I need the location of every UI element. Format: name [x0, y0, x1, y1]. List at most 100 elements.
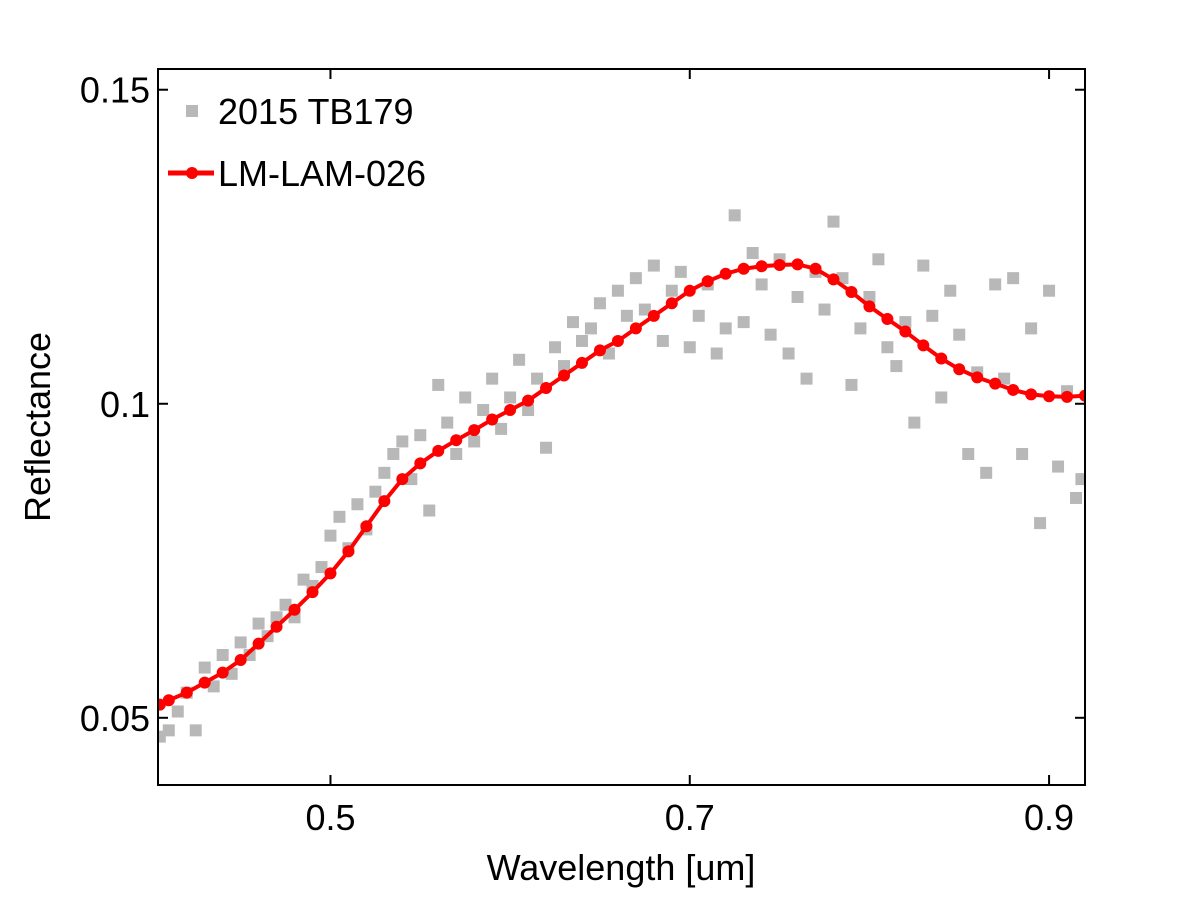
data-point — [531, 372, 544, 385]
line-marker — [522, 394, 535, 407]
line-marker — [432, 444, 445, 457]
data-point — [387, 448, 400, 461]
line-marker — [593, 344, 606, 357]
line-marker — [162, 694, 175, 707]
data-point — [845, 378, 858, 391]
line-marker — [198, 676, 211, 689]
line-marker — [324, 567, 337, 580]
data-point — [414, 429, 427, 442]
line-marker — [378, 495, 391, 508]
data-point — [791, 290, 804, 303]
data-point — [737, 316, 750, 329]
data-point — [270, 611, 283, 624]
x-tick-label: 0.9 — [1024, 797, 1074, 838]
data-point — [962, 448, 975, 461]
data-point — [468, 435, 481, 448]
x-tick-label: 0.5 — [305, 797, 355, 838]
data-point — [908, 416, 921, 429]
data-point — [477, 404, 490, 417]
line-marker — [611, 334, 624, 347]
data-point — [522, 404, 535, 417]
line-marker — [773, 258, 786, 271]
data-point — [540, 441, 553, 454]
line-marker — [953, 363, 966, 376]
line-marker — [575, 356, 588, 369]
data-point — [647, 259, 660, 272]
data-point — [764, 328, 777, 341]
data-point — [432, 378, 445, 391]
data-point — [719, 322, 732, 335]
data-point — [800, 372, 813, 385]
data-point — [216, 648, 229, 661]
data-point — [890, 360, 903, 373]
data-point — [513, 353, 526, 366]
line-marker — [1061, 390, 1074, 403]
plot-frame — [157, 68, 1086, 786]
data-point — [899, 316, 912, 329]
line-marker — [270, 620, 283, 633]
line-marker — [971, 371, 984, 384]
line-marker — [917, 339, 930, 352]
data-point — [378, 466, 391, 479]
data-point — [629, 272, 642, 285]
line-marker — [504, 404, 517, 417]
line-marker — [486, 413, 499, 426]
data-point — [162, 724, 175, 737]
data-point — [656, 334, 669, 347]
y-tick-label: 0.15 — [80, 70, 150, 111]
line-marker — [845, 285, 858, 298]
line-marker — [396, 473, 409, 486]
line-marker — [647, 309, 660, 322]
plot-area — [158, 209, 1085, 743]
data-point — [459, 391, 472, 404]
data-point — [872, 253, 885, 266]
y-axis-label: Reflectance — [17, 332, 58, 522]
data-point — [504, 391, 517, 404]
line-marker — [360, 520, 373, 533]
data-line — [158, 262, 1085, 707]
data-point — [728, 209, 741, 222]
line-marker — [342, 545, 355, 558]
data-point — [710, 347, 723, 360]
line-marker — [252, 637, 265, 650]
line-marker — [827, 273, 840, 286]
data-point — [584, 322, 597, 335]
line-marker — [216, 666, 229, 679]
data-point — [755, 278, 768, 291]
line-marker — [863, 300, 876, 313]
data-point — [854, 322, 867, 335]
line-marker — [180, 686, 193, 699]
data-point — [926, 309, 939, 322]
data-point — [881, 341, 894, 354]
data-point — [423, 504, 436, 517]
data-point — [450, 448, 463, 461]
data-point — [396, 435, 409, 448]
data-point — [198, 661, 211, 674]
line-marker — [737, 262, 750, 275]
data-point — [324, 529, 337, 542]
data-point — [989, 278, 1002, 291]
data-point — [549, 341, 562, 354]
legend-marker — [186, 105, 198, 117]
y-tick-label: 0.1 — [100, 384, 150, 425]
line-marker — [1025, 388, 1038, 401]
data-point — [665, 284, 678, 297]
data-point — [234, 636, 247, 649]
data-point — [620, 309, 633, 322]
line-marker — [288, 603, 301, 616]
data-point — [593, 297, 606, 310]
line-marker — [719, 267, 732, 280]
y-tick-label: 0.05 — [80, 698, 150, 739]
data-point — [782, 347, 795, 360]
line-marker — [881, 312, 894, 325]
data-point — [674, 265, 687, 278]
data-point — [1070, 491, 1083, 504]
line-marker — [755, 260, 768, 273]
data-point — [495, 422, 508, 435]
line-marker — [1007, 383, 1020, 396]
data-point — [827, 215, 840, 228]
data-point — [1016, 448, 1029, 461]
data-point — [917, 259, 930, 272]
data-point — [944, 284, 957, 297]
